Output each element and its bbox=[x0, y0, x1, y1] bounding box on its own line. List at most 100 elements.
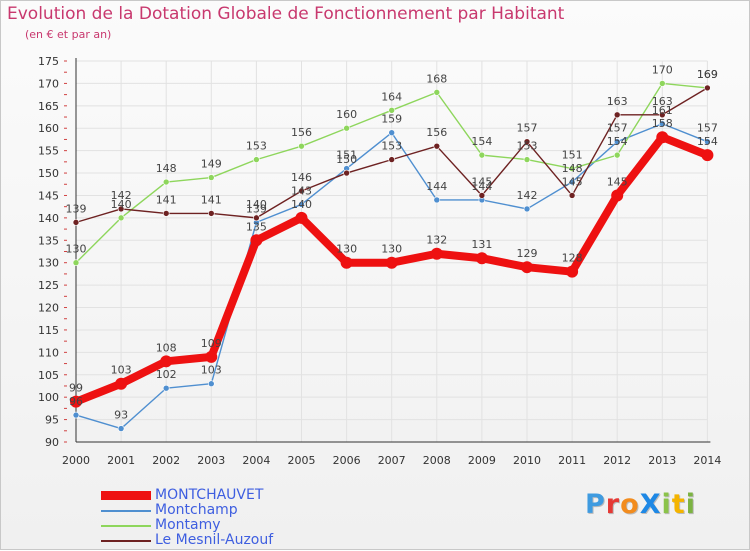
data-label: 139 bbox=[66, 202, 87, 215]
x-tick-label: 2002 bbox=[152, 454, 180, 467]
data-label: 159 bbox=[381, 113, 402, 126]
data-point-le-mesnil-auzouf bbox=[568, 192, 576, 199]
data-point-montchauvet bbox=[521, 261, 533, 274]
data-label: 157 bbox=[517, 122, 538, 135]
data-point-le-mesnil-auzouf bbox=[343, 169, 350, 177]
data-label: 141 bbox=[156, 193, 177, 206]
y-tick-label: 170 bbox=[38, 77, 59, 90]
data-label: 103 bbox=[111, 364, 132, 377]
data-point-le-mesnil-auzouf bbox=[478, 192, 486, 199]
data-point-montchauvet bbox=[115, 377, 128, 390]
data-label: 145 bbox=[562, 175, 583, 188]
data-point-le-mesnil-auzouf bbox=[433, 142, 441, 150]
data-point-montchauvet bbox=[430, 247, 443, 260]
x-tick-label: 2003 bbox=[197, 454, 225, 467]
data-label: 157 bbox=[697, 122, 718, 135]
legend-label: Montchamp bbox=[155, 502, 238, 518]
data-point-montamy bbox=[613, 151, 621, 159]
data-label: 140 bbox=[246, 198, 267, 211]
data-label: 156 bbox=[291, 126, 312, 139]
data-point-montamy bbox=[568, 165, 576, 172]
data-point-montchauvet bbox=[70, 395, 82, 408]
data-point-montchauvet bbox=[250, 234, 263, 247]
x-tick-label: 2009 bbox=[468, 454, 496, 467]
data-label: 156 bbox=[426, 126, 447, 139]
data-point-montamy bbox=[208, 174, 215, 181]
data-point-montchauvet bbox=[340, 256, 353, 269]
data-point-montchamp bbox=[613, 138, 621, 145]
data-label: 93 bbox=[114, 409, 128, 422]
legend-swatch bbox=[101, 510, 151, 512]
data-label: 102 bbox=[156, 368, 177, 381]
data-point-montchauvet bbox=[611, 189, 624, 202]
data-label: 153 bbox=[246, 140, 267, 153]
y-tick-label: 175 bbox=[38, 55, 59, 68]
data-label: 160 bbox=[336, 108, 357, 121]
data-label: 163 bbox=[607, 95, 628, 108]
data-point-montamy bbox=[343, 124, 350, 132]
data-point-montchamp bbox=[433, 196, 441, 204]
legend-label: MONTCHAUVET bbox=[155, 487, 264, 503]
data-label: 109 bbox=[201, 337, 222, 350]
data-label: 130 bbox=[336, 243, 357, 256]
x-tick-label: 2012 bbox=[603, 454, 631, 467]
data-label: 154 bbox=[697, 135, 718, 148]
chart-subtitle: (en € et par an) bbox=[25, 28, 112, 41]
data-point-le-mesnil-auzouf bbox=[208, 210, 215, 217]
data-label: 153 bbox=[517, 140, 538, 153]
data-point-montchamp bbox=[523, 205, 531, 213]
x-tick-label: 2014 bbox=[693, 454, 721, 467]
legend-label: Montamy bbox=[155, 517, 221, 533]
data-point-montchamp bbox=[704, 138, 711, 145]
x-tick-label: 2007 bbox=[378, 454, 406, 467]
data-point-montchamp bbox=[658, 120, 666, 128]
y-tick-label: 150 bbox=[38, 167, 59, 180]
chart-title: Evolution de la Dotation Globale de Fonc… bbox=[7, 4, 565, 24]
x-tick-label: 2011 bbox=[558, 454, 586, 467]
data-point-le-mesnil-auzouf bbox=[388, 156, 396, 163]
data-label: 130 bbox=[66, 243, 87, 256]
data-label: 154 bbox=[607, 135, 628, 148]
data-point-montamy bbox=[433, 89, 441, 96]
data-label: 130 bbox=[381, 243, 402, 256]
data-label: 144 bbox=[471, 180, 492, 193]
y-tick-label: 110 bbox=[38, 346, 59, 359]
y-tick-label: 115 bbox=[38, 324, 59, 337]
data-point-montamy bbox=[162, 178, 170, 186]
legend-swatch bbox=[101, 540, 151, 542]
data-point-montchauvet bbox=[295, 211, 308, 224]
data-point-le-mesnil-auzouf bbox=[72, 219, 80, 226]
y-tick-label: 160 bbox=[38, 122, 59, 135]
y-tick-label: 135 bbox=[38, 234, 59, 247]
y-tick-label: 165 bbox=[38, 100, 59, 113]
data-label: 157 bbox=[607, 122, 628, 135]
data-point-montamy bbox=[658, 80, 666, 87]
data-label: 168 bbox=[426, 72, 447, 85]
y-tick-label: 95 bbox=[45, 414, 59, 427]
y-tick-label: 120 bbox=[38, 302, 59, 315]
data-label: 144 bbox=[426, 180, 447, 193]
data-point-montchamp bbox=[388, 129, 396, 137]
data-label: 161 bbox=[652, 104, 673, 117]
data-label: 142 bbox=[111, 189, 132, 202]
data-label: 151 bbox=[562, 149, 583, 162]
data-label: 140 bbox=[111, 198, 132, 211]
y-tick-label: 130 bbox=[38, 257, 59, 270]
legend-swatch bbox=[101, 491, 151, 500]
x-tick-label: 2013 bbox=[648, 454, 676, 467]
data-point-montamy bbox=[298, 142, 305, 150]
data-label: 164 bbox=[381, 90, 402, 103]
data-label: 131 bbox=[471, 238, 492, 251]
data-point-montamy bbox=[253, 156, 260, 163]
data-label: 132 bbox=[426, 234, 447, 247]
data-label: 143 bbox=[291, 184, 312, 197]
data-point-le-mesnil-auzouf bbox=[613, 111, 621, 119]
y-tick-label: 155 bbox=[38, 145, 59, 158]
data-label: 145 bbox=[607, 175, 628, 188]
data-label: 169 bbox=[697, 68, 718, 81]
data-label: 142 bbox=[517, 189, 538, 202]
proxiti-logo: ProXiti bbox=[585, 489, 696, 520]
data-label: 158 bbox=[652, 117, 673, 130]
data-point-le-mesnil-auzouf bbox=[298, 187, 305, 195]
data-point-montchamp bbox=[162, 384, 170, 392]
